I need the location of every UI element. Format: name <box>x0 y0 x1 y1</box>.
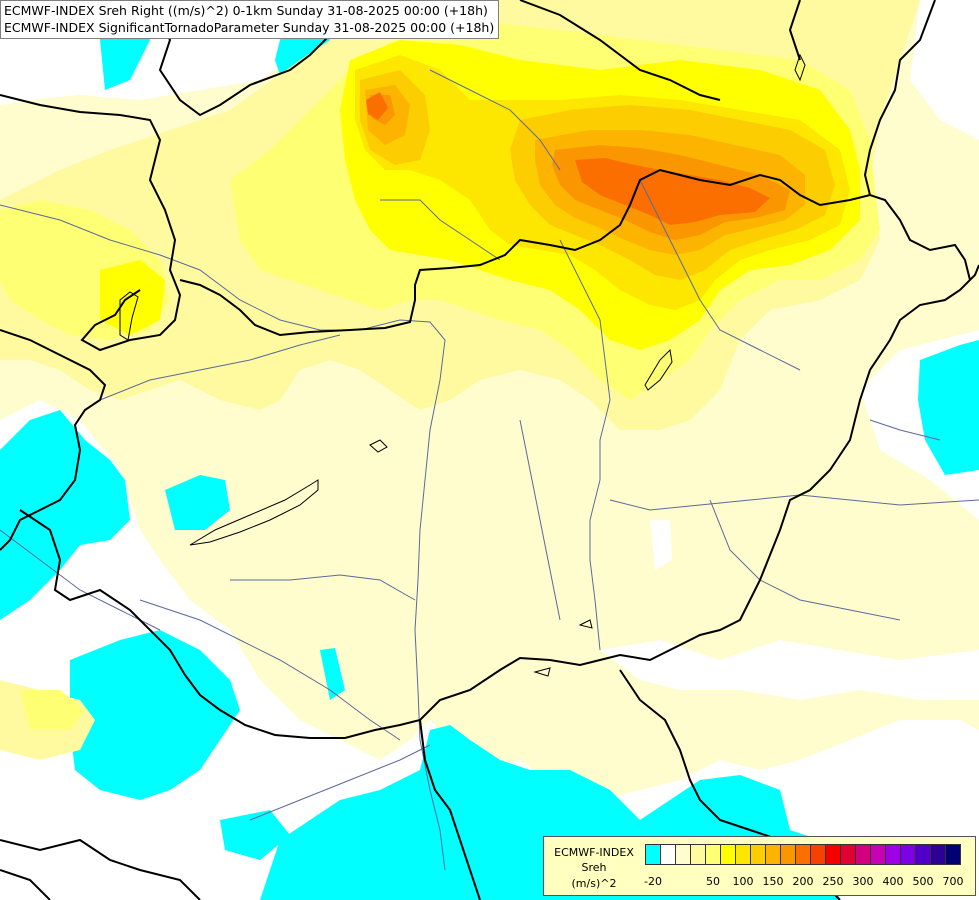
legend-swatches <box>645 844 961 865</box>
legend-swatch <box>900 844 916 865</box>
legend-swatch <box>840 844 856 865</box>
map-title-stp: ECMWF-INDEX SignificantTornadoParameter … <box>4 20 495 35</box>
legend-tick-label: 50 <box>706 875 720 888</box>
legend-swatch <box>750 844 766 865</box>
map-title-sreh: ECMWF-INDEX Sreh Right ((m/s)^2) 0-1km S… <box>4 3 488 18</box>
legend-tick-label: 700 <box>942 875 964 888</box>
legend-tick-label: 400 <box>882 875 904 888</box>
legend-ticks: -20 50 100 150 200 250 300 400 500 700 <box>644 875 975 891</box>
legend-swatch <box>720 844 736 865</box>
legend-swatch <box>705 844 721 865</box>
legend-tick-label: 100 <box>732 875 754 888</box>
legend-swatch <box>780 844 796 865</box>
legend-swatch <box>870 844 886 865</box>
legend-swatch <box>660 844 676 865</box>
legend-swatch <box>795 844 811 865</box>
legend-swatch <box>690 844 706 865</box>
legend-tick-label: 500 <box>912 875 934 888</box>
legend-swatch <box>915 844 931 865</box>
legend-swatch <box>810 844 826 865</box>
legend-source: ECMWF-INDEX <box>554 846 634 859</box>
legend-unit: (m/s)^2 <box>571 877 617 890</box>
legend-tick-label: 250 <box>822 875 844 888</box>
map-title-box: ECMWF-INDEX Sreh Right ((m/s)^2) 0-1km S… <box>0 0 500 39</box>
shade-red-orange <box>366 92 770 225</box>
small-outlines <box>119 53 806 677</box>
lake-outline <box>189 479 319 546</box>
legend-swatch <box>645 844 661 865</box>
legend-swatch <box>945 844 961 865</box>
legend-tick-label: 150 <box>762 875 784 888</box>
legend-swatch <box>885 844 901 865</box>
legend-variable: Sreh <box>581 861 607 874</box>
legend-swatch <box>855 844 871 865</box>
legend-tick-label: -20 <box>644 875 662 888</box>
legend-swatch <box>930 844 946 865</box>
color-legend: ECMWF-INDEX Sreh (m/s)^2 -20 50 100 150 200 2… <box>543 836 976 896</box>
legend-swatch <box>675 844 691 865</box>
legend-swatch <box>735 844 751 865</box>
legend-swatch <box>765 844 781 865</box>
legend-tick-label: 200 <box>792 875 814 888</box>
legend-swatch <box>825 844 841 865</box>
legend-tick-label: 300 <box>852 875 874 888</box>
